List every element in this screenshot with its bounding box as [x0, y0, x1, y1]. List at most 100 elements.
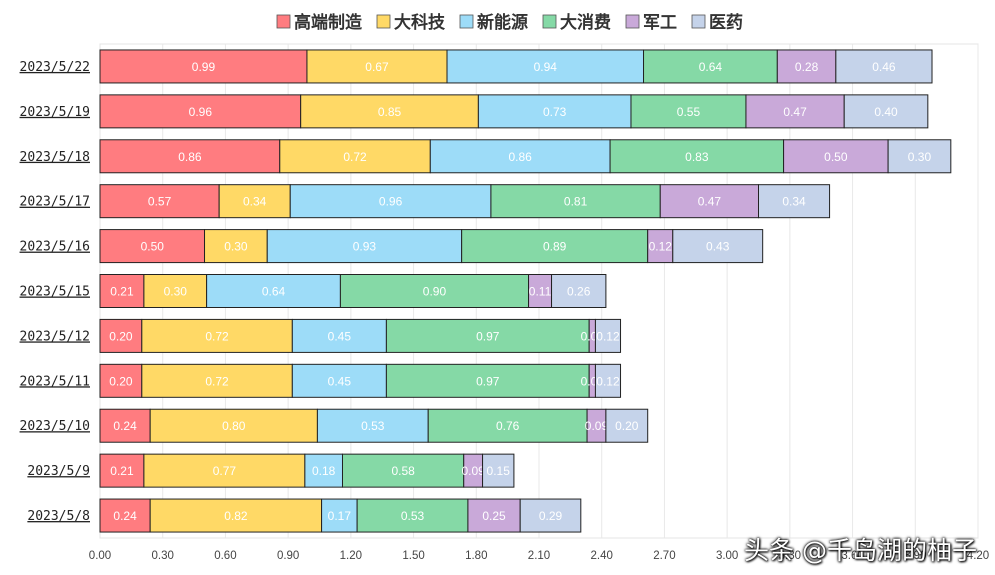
legend-label: 军工	[643, 13, 677, 32]
x-tick-label: 1.20	[340, 550, 362, 562]
category-label: 2023/5/10	[20, 419, 90, 434]
bar-segment	[605, 408, 649, 443]
data-label: 0.12	[596, 329, 620, 343]
data-label: 0.81	[564, 195, 588, 209]
data-label: 0.34	[782, 195, 806, 209]
x-tick-label: 1.80	[465, 550, 487, 562]
legend-label: 医药	[709, 12, 743, 32]
bar-segment	[321, 498, 358, 533]
data-label: 0.20	[109, 374, 133, 388]
bar-segment	[490, 184, 661, 219]
bar-segment	[289, 184, 492, 219]
data-label: 0.72	[205, 374, 229, 388]
legend-swatch	[625, 14, 640, 29]
data-label: 0.15	[487, 464, 511, 478]
data-label: 0.46	[872, 60, 896, 74]
x-tick-label: 2.10	[528, 550, 550, 562]
x-tick-label: 2.40	[591, 550, 613, 562]
legend-swatch	[691, 14, 706, 29]
data-label: 0.30	[908, 150, 932, 164]
bar-segment	[519, 498, 582, 533]
data-label: 0.58	[391, 464, 415, 478]
data-label: 0.64	[699, 60, 723, 74]
category-label: 2023/5/22	[20, 60, 90, 75]
bar-segment	[429, 139, 611, 174]
data-label: 0.86	[509, 150, 533, 164]
data-label: 0.93	[353, 240, 377, 254]
bar-segment	[843, 94, 929, 129]
bar-segment	[218, 184, 291, 219]
data-label: 0.57	[148, 195, 172, 209]
bar-segment	[99, 139, 281, 174]
bar-segment	[630, 94, 747, 129]
data-label: 0.24	[113, 509, 137, 523]
bar-segment	[609, 139, 785, 174]
bar-segment	[776, 49, 837, 84]
x-tick-label: 3.30	[779, 550, 801, 562]
category-label: 2023/5/15	[20, 285, 90, 300]
data-label: 0.18	[312, 464, 336, 478]
data-label: 0.82	[224, 509, 248, 523]
data-label: 0.11	[529, 285, 552, 299]
data-label: 0.97	[476, 329, 500, 343]
bar-segment	[594, 318, 622, 353]
bar-segment	[149, 408, 318, 443]
legend-swatch	[459, 14, 474, 29]
data-label: 0.30	[224, 240, 248, 254]
category-label: 2023/5/9	[27, 464, 90, 479]
legend-label: 大消费	[560, 12, 611, 32]
x-tick-label: 0.90	[277, 550, 299, 562]
bar-segment	[672, 229, 764, 264]
data-label: 0.47	[698, 195, 722, 209]
bar-segment	[279, 139, 431, 174]
bar-segment	[446, 49, 645, 84]
data-label: 0.26	[567, 285, 591, 299]
bar-segment	[551, 274, 607, 308]
category-label: 2023/5/18	[20, 150, 90, 165]
bar-segment	[385, 318, 590, 353]
bar-segment	[291, 363, 387, 398]
bar-segment	[339, 274, 530, 308]
x-tick-label: 2.70	[653, 550, 675, 562]
bar-segment	[887, 139, 952, 174]
category-label: 2023/5/19	[20, 105, 90, 120]
bar-segment	[643, 49, 778, 84]
data-label: 0.89	[543, 240, 567, 254]
bar-segment	[385, 363, 590, 398]
data-label: 0.96	[379, 195, 403, 209]
bar-segment	[427, 408, 588, 443]
bar-segment	[206, 274, 341, 308]
data-label: 0.12	[649, 240, 673, 254]
data-label: 0.77	[213, 464, 237, 478]
data-label: 0.25	[482, 509, 506, 523]
bar-segment	[594, 363, 622, 398]
bar-segment	[467, 498, 521, 533]
legend-swatch	[376, 14, 391, 29]
data-label: 0.67	[365, 60, 389, 74]
bar-segment	[341, 453, 465, 488]
bar-segment	[141, 318, 293, 353]
bar-segment	[356, 498, 469, 533]
x-tick-label: 3.60	[841, 550, 863, 562]
bar-segment	[291, 318, 387, 353]
data-label: 0.73	[543, 105, 567, 119]
data-label: 0.21	[110, 464, 134, 478]
data-label: 0.96	[189, 105, 213, 119]
bar-segment	[99, 184, 220, 219]
data-label: 0.99	[192, 60, 216, 74]
data-label: 0.09	[461, 464, 485, 478]
data-label: 0.20	[615, 419, 639, 433]
data-label: 0.45	[328, 329, 352, 343]
bar-segment	[266, 229, 463, 264]
bar-segment	[99, 274, 145, 308]
category-label: 2023/5/11	[20, 374, 90, 389]
data-label: 0.53	[361, 419, 385, 433]
legend-swatch	[542, 14, 557, 29]
x-tick-label: 1.50	[402, 550, 424, 562]
data-label: 0.85	[378, 105, 402, 119]
data-label: 0.97	[476, 374, 500, 388]
bar-segment	[141, 363, 293, 398]
x-tick-label: 0.60	[214, 550, 236, 562]
